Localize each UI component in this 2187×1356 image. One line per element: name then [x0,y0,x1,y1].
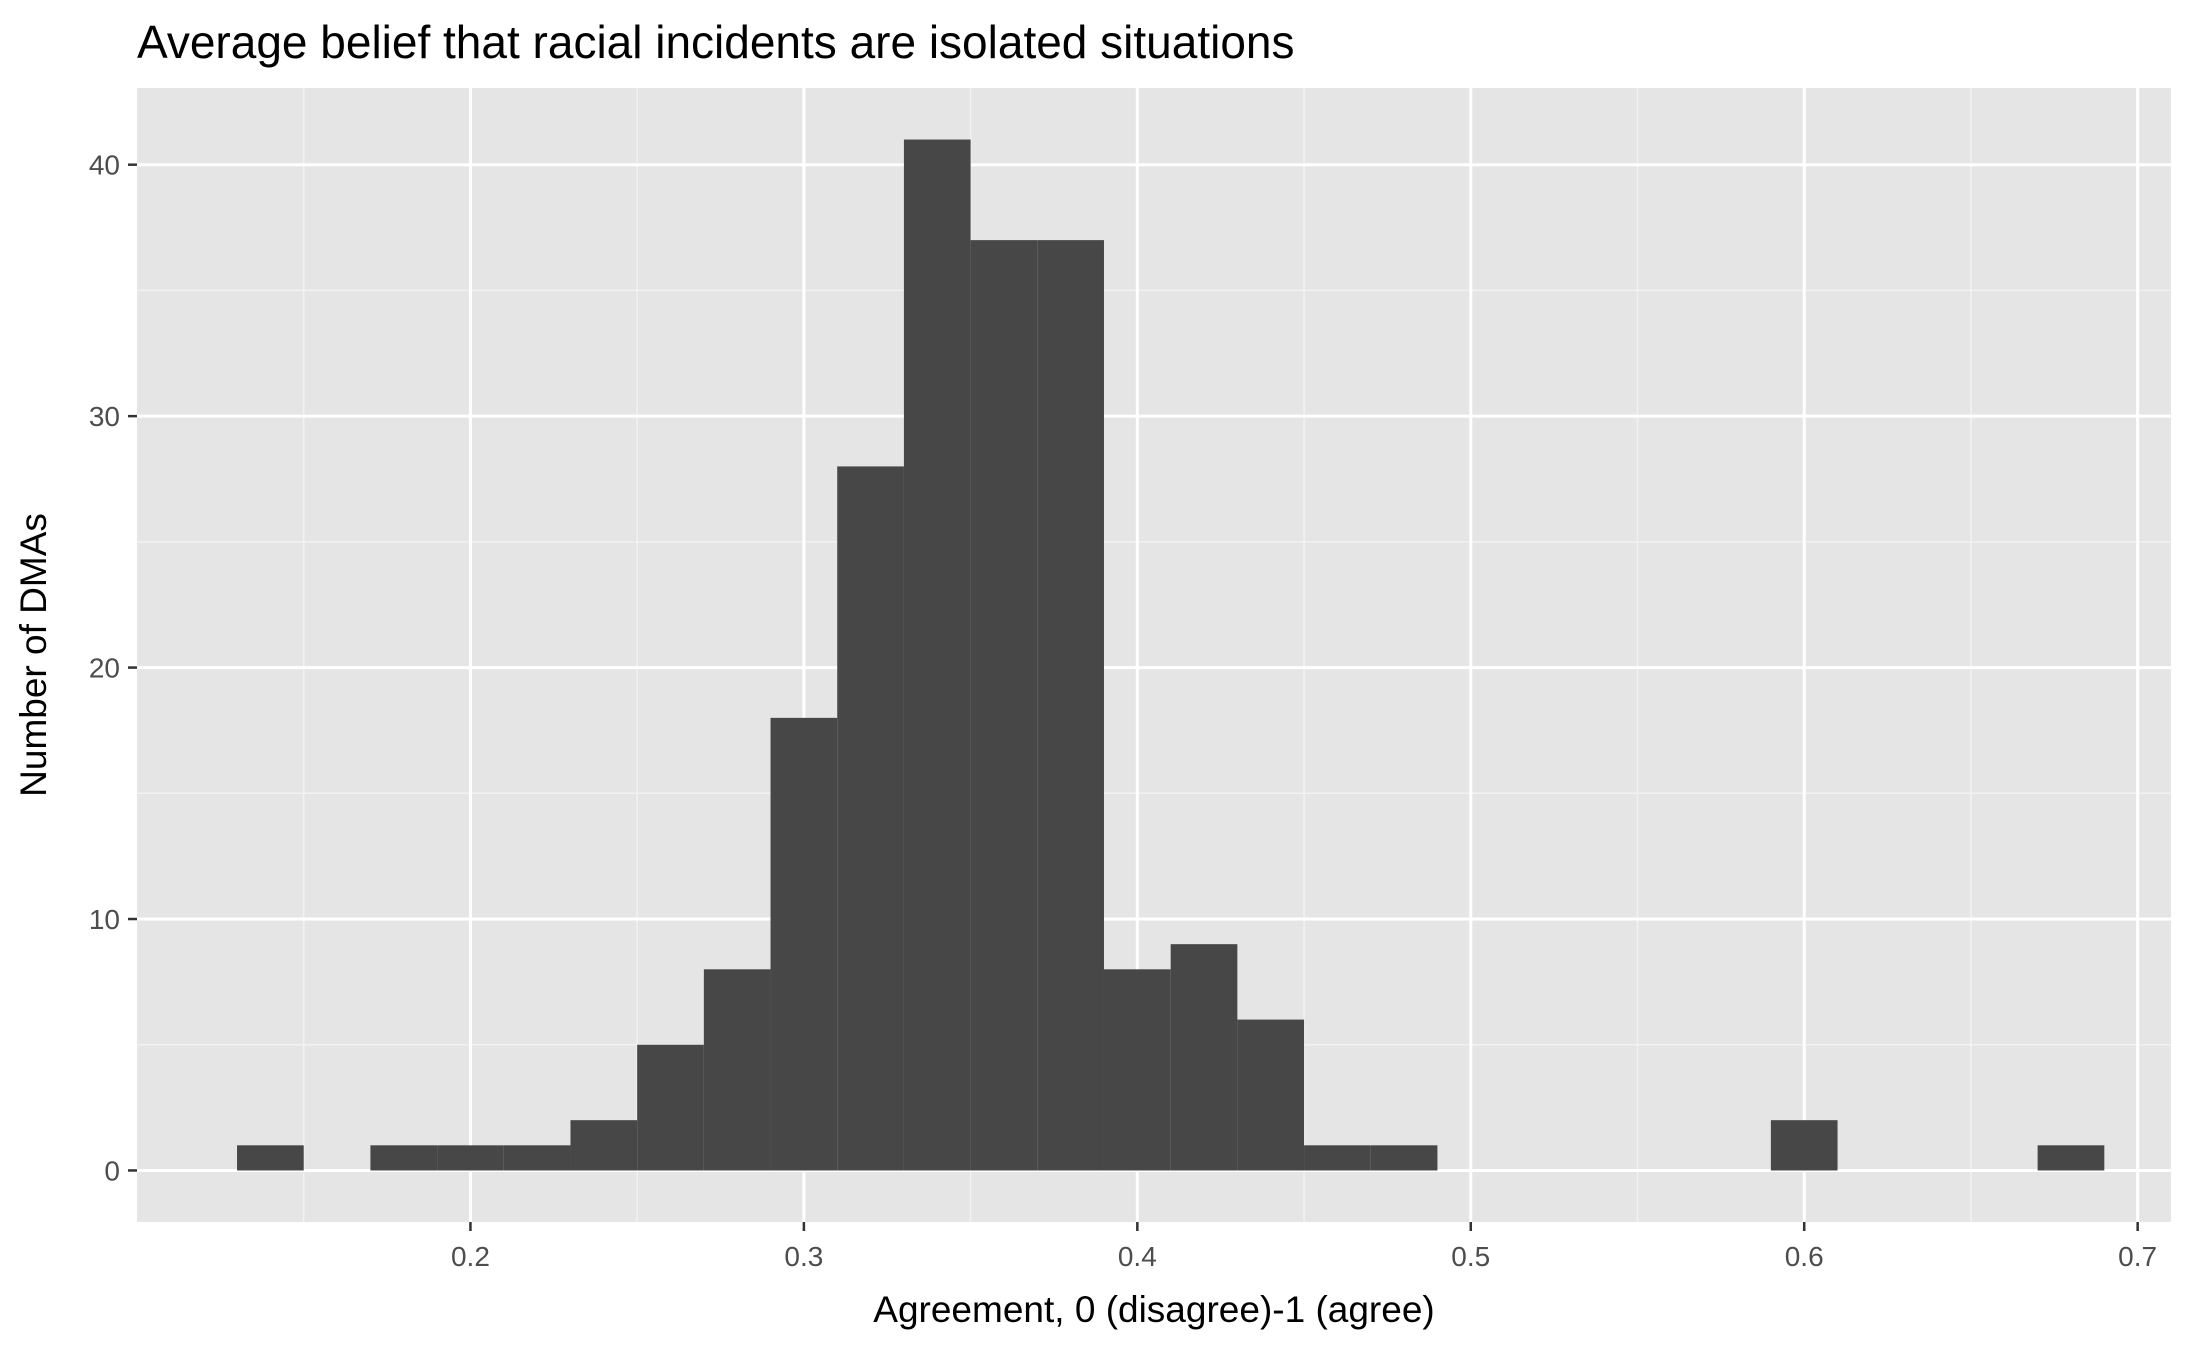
major-gridlines [137,88,2171,1222]
histogram-bar [637,1044,704,1171]
histogram-bar [1170,944,1238,1171]
histogram-bar [770,717,838,1171]
chart-title: Average belief that racial incidents are… [137,16,1295,68]
histogram-bar [570,1120,638,1171]
x-tick-label: 0.3 [784,1241,823,1272]
x-axis-title: Agreement, 0 (disagree)-1 (agree) [873,1289,1434,1330]
histogram-bar [237,1145,304,1171]
histogram-bar [837,466,904,1171]
histogram-bar [1370,1145,1438,1171]
histogram-bar [1770,1120,1838,1171]
y-tick-label: 30 [89,401,120,432]
y-axis-title: Number of DMAs [13,513,54,797]
y-tick-label: 0 [104,1155,120,1186]
histogram-bar [703,969,771,1171]
histogram-bar [2037,1145,2105,1171]
histogram-bar [370,1145,438,1171]
histogram-bar [503,1145,571,1171]
x-tick-label: 0.7 [2118,1241,2157,1272]
y-tick-label: 10 [89,904,120,935]
y-axis: 0 10 20 30 40 [89,150,137,1186]
x-tick-label: 0.2 [451,1241,490,1272]
x-tick-label: 0.6 [1785,1241,1824,1272]
histogram-bar [437,1145,504,1171]
histogram-bars [237,139,2105,1171]
x-tick-label: 0.4 [1118,1241,1157,1272]
histogram-bar [1037,240,1104,1171]
histogram-bar [1237,1019,1305,1171]
histogram-bar [903,139,971,1171]
y-tick-label: 20 [89,653,120,684]
histogram-bar [970,240,1038,1171]
histogram-bar [1103,969,1171,1171]
x-tick-label: 0.5 [1451,1241,1490,1272]
x-axis: 0.2 0.3 0.4 0.5 0.6 0.7 [451,1222,2157,1272]
y-tick-label: 40 [89,150,120,181]
histogram-bar [1304,1145,1371,1171]
